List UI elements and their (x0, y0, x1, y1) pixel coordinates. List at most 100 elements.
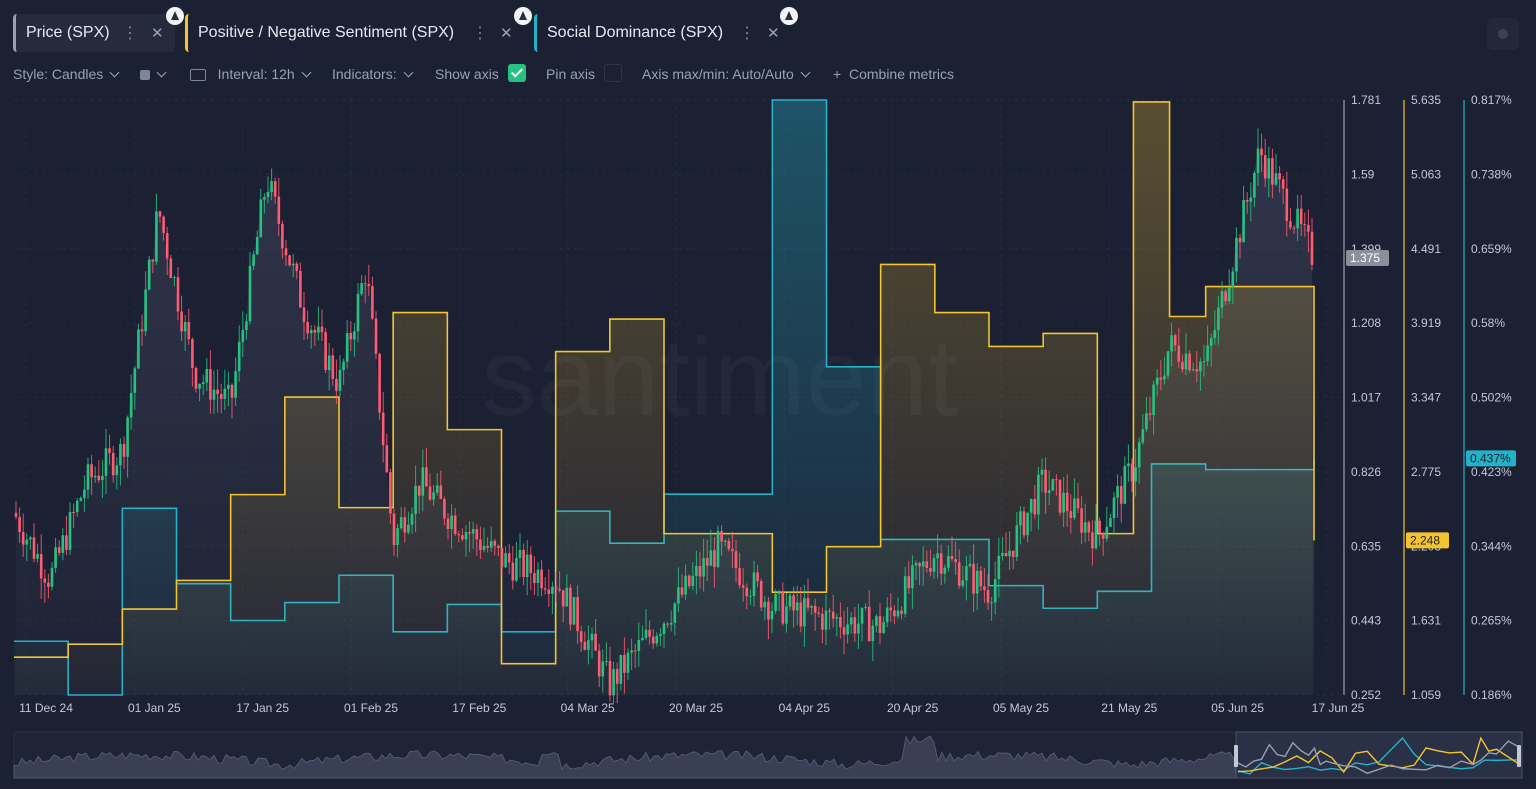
y-tick-label: 1.059 (1411, 688, 1441, 702)
candle-body (813, 605, 817, 613)
candle-body (295, 263, 299, 271)
x-tick-label: 04 Apr 25 (779, 701, 831, 715)
candle-body (1087, 522, 1091, 533)
combine-metrics-button[interactable]: + Combine metrics (833, 66, 954, 82)
navigator-history (13, 735, 1237, 779)
candle-body (1249, 197, 1253, 202)
tab-sentiment[interactable]: Positive / Negative Sentiment (SPX) ⋮ ✕ (185, 7, 532, 52)
candle-body (101, 475, 104, 481)
current-value-label: 0.437% (1470, 451, 1511, 465)
candle-body (1011, 550, 1015, 557)
style-dropdown[interactable]: Style: Candles (13, 66, 120, 82)
candle-body (810, 605, 813, 608)
settings-button[interactable] (1487, 18, 1519, 50)
candle-body (896, 610, 900, 617)
candle-body (158, 211, 162, 217)
sentiment-series (14, 101, 1315, 696)
candle-body (975, 570, 979, 594)
candle-body (727, 540, 731, 549)
navigator-window[interactable] (1235, 731, 1523, 779)
candle-body (864, 606, 867, 608)
candle-body (680, 587, 684, 595)
close-icon[interactable]: ✕ (151, 25, 164, 42)
candle-body (540, 569, 543, 589)
candle-body (561, 590, 565, 607)
show-axis-label: Show axis (435, 66, 499, 82)
y-tick-label: 5.635 (1411, 93, 1441, 107)
candle-body (104, 448, 108, 476)
candle-body (356, 294, 360, 332)
candle-body (554, 586, 558, 589)
candle-body (259, 199, 263, 238)
interval-dropdown[interactable]: Interval: 12h (190, 66, 312, 82)
candle-body (1267, 158, 1271, 179)
x-tick-label: 17 Jan 25 (236, 701, 289, 715)
candle-body (936, 553, 939, 559)
indicators-dropdown[interactable]: Indicators: (332, 66, 414, 82)
candle-body (504, 553, 507, 568)
x-tick-label: 17 Jun 25 (1312, 701, 1365, 715)
candle-body (1299, 208, 1303, 225)
candle-body (39, 554, 43, 579)
y-tick-label: 5.063 (1411, 167, 1441, 181)
y-tick-label: 0.738% (1471, 167, 1512, 181)
candle-body (608, 661, 612, 696)
candle-body (1047, 490, 1051, 493)
candle-body (795, 602, 799, 611)
x-tick-label: 17 Feb 25 (452, 701, 506, 715)
candle-body (443, 499, 446, 519)
chart-toolbar: Style: Candles Interval: 12h Indicators:… (0, 64, 1536, 86)
candle-body (209, 369, 212, 400)
more-options-icon[interactable]: ⋮ (472, 25, 488, 42)
candle-body (493, 540, 497, 546)
candle-body (871, 625, 875, 642)
candle-body (849, 617, 853, 625)
candle-body (846, 624, 849, 635)
candle-body (1058, 479, 1062, 513)
candle-body (1127, 463, 1130, 467)
candle-body (374, 318, 378, 354)
candle-body (43, 578, 47, 583)
candle-body (590, 633, 594, 641)
candle-body (605, 661, 608, 663)
candle-body (342, 361, 345, 370)
candle-body (860, 607, 864, 624)
candle-body (338, 369, 342, 391)
candle-body (763, 601, 767, 608)
candle-body (835, 617, 839, 619)
y-tick-label: 2.775 (1411, 465, 1441, 479)
chevron-down-icon (403, 67, 414, 78)
candle-body (133, 368, 137, 393)
candle-body (385, 445, 389, 473)
axis-maxmin-dropdown[interactable]: Axis max/min: Auto/Auto (642, 66, 811, 82)
candle-body (1206, 345, 1209, 361)
color-dropdown[interactable] (140, 66, 167, 82)
close-icon[interactable]: ✕ (767, 25, 780, 42)
candle-body (536, 569, 540, 583)
tab-social-dominance[interactable]: Social Dominance (SPX) ⋮ ✕ (534, 7, 798, 52)
navigator-handle-left[interactable] (1234, 745, 1238, 767)
x-tick-label: 01 Feb 25 (344, 701, 398, 715)
navigator-handle-right[interactable] (1517, 745, 1521, 767)
candle-body (547, 589, 551, 594)
navigator[interactable] (13, 731, 1523, 779)
candle-body (162, 216, 165, 234)
tab-price[interactable]: Price (SPX) ⋮ ✕ (13, 7, 184, 52)
tab-price-label: Price (SPX) (26, 24, 110, 41)
candle-body (299, 270, 302, 308)
candle-body (1051, 479, 1055, 491)
more-options-icon[interactable]: ⋮ (122, 25, 138, 42)
candle-body (943, 567, 947, 574)
candle-body (14, 512, 18, 517)
pin-axis-checkbox[interactable] (604, 64, 622, 82)
show-axis-checkbox[interactable] (508, 64, 526, 82)
more-options-icon[interactable]: ⋮ (739, 25, 755, 42)
candle-body (594, 633, 597, 651)
candle-body (68, 512, 72, 550)
candle-body (266, 191, 270, 197)
close-icon[interactable]: ✕ (500, 25, 513, 42)
candle-body (968, 563, 972, 567)
candle-body (641, 637, 644, 640)
candle-body (414, 485, 417, 514)
